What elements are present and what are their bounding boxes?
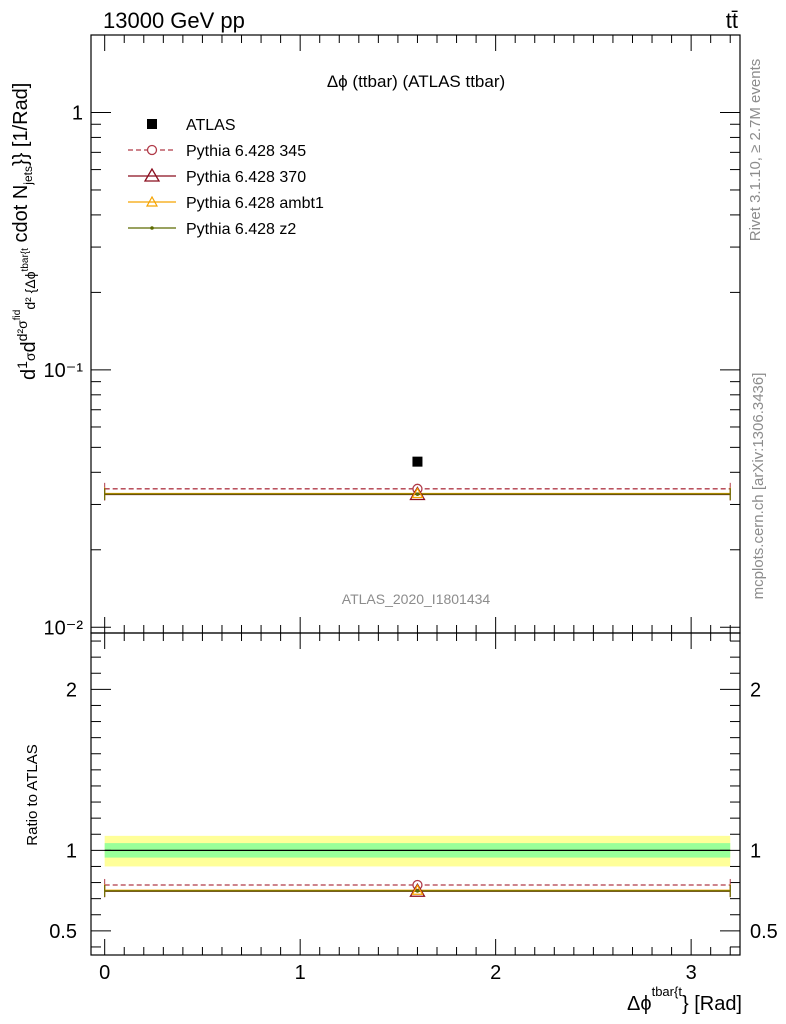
legend-label: Pythia 6.428 ambt1 bbox=[186, 195, 324, 212]
ratio-series-marker bbox=[411, 884, 424, 895]
main-series-marker bbox=[409, 486, 426, 501]
legend-entry: Pythia 6.428 370 bbox=[128, 167, 306, 186]
ratio-series-layer bbox=[104, 849, 731, 898]
ratio-y-axis-label: Ratio to ATLAS bbox=[24, 744, 41, 845]
mcplots-label: mcplots.cern.ch [arXiv:1306.3436] bbox=[750, 373, 767, 600]
main-plot-panel: Δϕ (ttbar) (ATLAS ttbar) ATLAS_2020_I180… bbox=[44, 34, 741, 639]
main-y-tick-label: 10⁻¹ bbox=[44, 360, 84, 382]
main-y-tick-label: 10⁻² bbox=[44, 617, 84, 639]
x-tick-label: 2 bbox=[490, 962, 501, 984]
main-series-marker bbox=[411, 487, 424, 499]
legend-marker bbox=[143, 167, 161, 182]
ratio-plot-panel: 0.5 0.5 1 1 2 2 0 1 2 3 bbox=[49, 632, 778, 984]
legend-marker bbox=[145, 195, 159, 207]
x-tick-label: 3 bbox=[686, 962, 697, 984]
x-tick-labels: 0 1 2 3 bbox=[99, 962, 697, 984]
legend-entry: Pythia 6.428 345 bbox=[128, 143, 306, 160]
main-x-ticks bbox=[104, 35, 731, 633]
analysis-watermark: ATLAS_2020_I1801434 bbox=[342, 591, 491, 607]
x-axis-label: Δϕtbar{t} [Rad] bbox=[627, 984, 742, 1015]
x-tick-label: 1 bbox=[295, 962, 306, 984]
ratio-series-marker bbox=[415, 889, 420, 893]
main-plot-title: Δϕ (ttbar) (ATLAS ttbar) bbox=[327, 72, 505, 91]
main-y-tick-labels: 1 10⁻¹ 10⁻² bbox=[44, 102, 84, 639]
ratio-y-tick-label-right: 0.5 bbox=[750, 921, 778, 943]
main-y-axis-label: d1σdd²σfidd² {Δϕtbar{t cdot Njets}} [1/R… bbox=[10, 83, 40, 380]
legend-entry: Pythia 6.428 z2 bbox=[128, 221, 296, 238]
ratio-y-tick-label: 2 bbox=[66, 679, 77, 701]
main-y-tick-label: 1 bbox=[72, 102, 83, 124]
ratio-y-tick-label-right: 2 bbox=[750, 679, 761, 701]
legend-marker bbox=[147, 119, 157, 129]
ratio-y-tick-label: 1 bbox=[66, 840, 77, 862]
legend-entry: ATLAS bbox=[147, 117, 236, 134]
rivet-version-label: Rivet 3.1.10, ≥ 2.7M events bbox=[747, 59, 764, 242]
legend-marker bbox=[146, 144, 158, 156]
ratio-y-ticks bbox=[91, 640, 740, 948]
legend-label: Pythia 6.428 370 bbox=[186, 169, 306, 186]
atlas-data-point bbox=[412, 456, 423, 467]
legend-marker bbox=[150, 226, 154, 230]
legend-label: Pythia 6.428 z2 bbox=[186, 221, 296, 238]
legend: ATLAS Pythia 6.428 345 Pythia 6.428 370 Pyt… bbox=[128, 117, 324, 238]
main-series-layer bbox=[104, 456, 731, 501]
ratio-series-marker bbox=[409, 882, 426, 897]
ratio-y-tick-label: 0.5 bbox=[49, 921, 77, 943]
ratio-y-tick-labels: 0.5 0.5 1 1 2 2 bbox=[49, 679, 778, 943]
main-series-marker bbox=[415, 492, 420, 496]
ratio-uncertainty-bands bbox=[104, 835, 731, 867]
legend-label: Pythia 6.428 345 bbox=[186, 143, 306, 160]
x-tick-label: 0 bbox=[99, 962, 110, 984]
ratio-plot-frame bbox=[90, 632, 741, 956]
header-energy-label: 13000 GeV pp bbox=[103, 8, 245, 33]
legend-entry: Pythia 6.428 ambt1 bbox=[128, 195, 324, 212]
ratio-x-ticks bbox=[104, 633, 731, 955]
ratio-y-tick-label-right: 1 bbox=[750, 840, 761, 862]
legend-label: ATLAS bbox=[186, 117, 236, 134]
header-process-label: tt̄ bbox=[726, 8, 738, 33]
